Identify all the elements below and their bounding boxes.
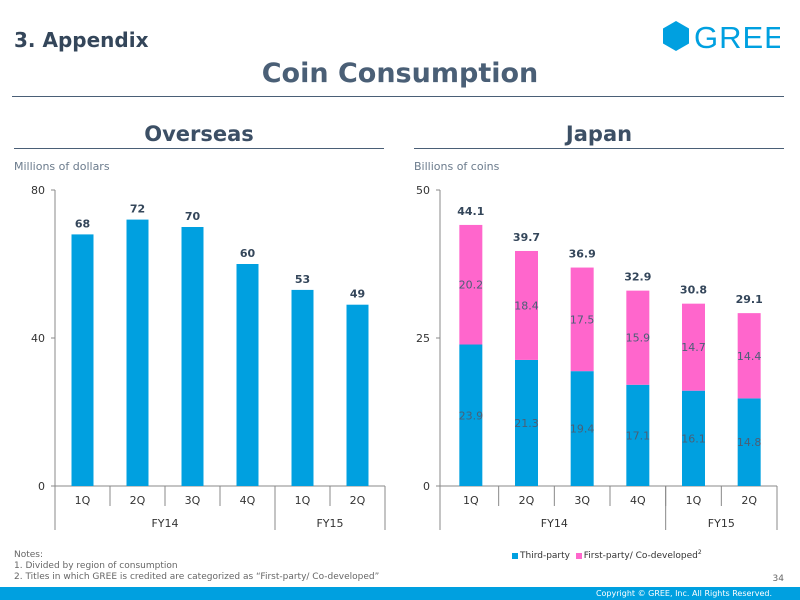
japan-bar-first-party xyxy=(737,313,761,399)
third-party-swatch xyxy=(512,552,518,559)
overseas-x-tick-label: 2Q xyxy=(130,494,146,507)
japan-bar-first-party xyxy=(682,303,705,391)
japan-third-party-label: 17.1 xyxy=(626,429,651,442)
gree-logo-icon: GREE xyxy=(663,20,785,55)
overseas-x-tick-label: 2Q xyxy=(350,494,366,507)
japan-x-tick-label: 4Q xyxy=(630,494,646,507)
notes-heading: Notes: xyxy=(14,550,44,560)
page-title: Coin Consumption xyxy=(261,58,539,89)
overseas-unit: Millions of dollars xyxy=(14,160,110,173)
japan-bar-third-party xyxy=(626,384,650,486)
japan-first-party-label: 14.4 xyxy=(737,350,762,363)
japan-total-label: 29.1 xyxy=(736,293,763,306)
first-party-swatch xyxy=(575,552,582,559)
overseas-bar xyxy=(126,219,149,486)
japan-bar-third-party xyxy=(515,359,538,486)
overseas-bar xyxy=(181,227,204,486)
overseas-bar xyxy=(346,304,369,486)
japan-total-label: 39.7 xyxy=(513,231,540,244)
overseas-bar-value-label: 49 xyxy=(350,288,365,301)
gree-logo: GREE xyxy=(660,18,785,55)
japan-y-tick-label: 25 xyxy=(416,332,430,345)
japan-unit: Billions of coins xyxy=(414,160,500,173)
japan-first-party-label: 14.7 xyxy=(681,341,706,354)
overseas-divider xyxy=(14,148,384,149)
japan-third-party-label: 21.3 xyxy=(514,417,539,430)
svg-text:GREE: GREE xyxy=(694,20,780,54)
overseas-y-tick-label: 0 xyxy=(38,480,45,493)
japan-bar-first-party xyxy=(570,267,594,372)
overseas-bar xyxy=(291,289,314,486)
japan-third-party-label: 16.1 xyxy=(681,432,706,445)
note-line-2: 2. Titles in which GREE is credited are … xyxy=(14,572,380,582)
copyright: Copyright © GREE, Inc. All Rights Reserv… xyxy=(595,589,772,598)
overseas-title: Overseas xyxy=(144,122,254,146)
japan-x-tick-label: 1Q xyxy=(686,494,702,507)
japan-group-label: FY14 xyxy=(541,517,568,530)
japan-bar-third-party xyxy=(737,398,761,486)
overseas-x-tick-label: 4Q xyxy=(240,494,256,507)
japan-total-label: 30.8 xyxy=(680,284,707,297)
japan-first-party-label: 20.2 xyxy=(459,279,484,292)
japan-bar-first-party xyxy=(626,290,650,385)
japan-third-party-label: 14.8 xyxy=(737,436,762,449)
overseas-x-tick-label: 1Q xyxy=(295,494,311,507)
legend-footnote-marker: 2 xyxy=(697,549,702,556)
japan-title: Japan xyxy=(565,122,633,146)
footer-bar: Copyright © GREE, Inc. All Rights Reserv… xyxy=(0,587,800,600)
overseas-bar-value-label: 70 xyxy=(185,210,201,223)
japan-first-party-label: 17.5 xyxy=(570,313,595,326)
overseas-x-tick-label: 3Q xyxy=(185,494,201,507)
overseas-bar-value-label: 60 xyxy=(240,247,256,260)
overseas-bar xyxy=(71,234,94,486)
overseas-y-tick-label: 80 xyxy=(31,184,45,197)
page-number: 34 xyxy=(772,574,784,584)
japan-bar-third-party xyxy=(459,344,483,486)
japan-y-tick-label: 0 xyxy=(423,480,430,493)
japan-third-party-label: 23.9 xyxy=(459,409,484,422)
overseas-bar-value-label: 72 xyxy=(130,203,145,216)
note-line-1: 1. Divided by region of consumption xyxy=(14,561,178,571)
japan-group-label: FY15 xyxy=(708,517,735,530)
japan-legend: Third-party First-party/ Co-developed2 xyxy=(512,549,702,561)
section-heading: 3. Appendix xyxy=(14,28,149,52)
japan-divider xyxy=(414,148,784,149)
overseas-group-label: FY14 xyxy=(151,517,178,530)
japan-bar-third-party xyxy=(570,371,594,486)
notes: Notes: 1. Divided by region of consumpti… xyxy=(14,550,379,583)
japan-y-tick-label: 50 xyxy=(416,184,430,197)
overseas-bar-value-label: 68 xyxy=(75,217,90,230)
japan-x-tick-label: 2Q xyxy=(741,494,757,507)
japan-bar-third-party xyxy=(682,390,705,486)
japan-x-tick-label: 1Q xyxy=(463,494,479,507)
japan-first-party-label: 18.4 xyxy=(514,299,539,312)
overseas-y-tick-label: 40 xyxy=(31,332,45,345)
overseas-bar xyxy=(236,264,259,486)
japan-x-tick-label: 3Q xyxy=(574,494,590,507)
japan-total-label: 32.9 xyxy=(624,271,651,284)
japan-bar-first-party xyxy=(459,224,483,345)
legend-third-party: Third-party xyxy=(520,551,570,561)
overseas-bar-value-label: 53 xyxy=(295,273,310,286)
legend-first-party: First-party/ Co-developed xyxy=(583,551,698,561)
japan-third-party-label: 19.4 xyxy=(570,423,595,436)
japan-total-label: 36.9 xyxy=(569,248,596,261)
japan-total-label: 44.1 xyxy=(457,205,484,218)
japan-bar-first-party xyxy=(515,250,538,360)
japan-x-tick-label: 2Q xyxy=(519,494,535,507)
japan-first-party-label: 15.9 xyxy=(626,332,651,345)
overseas-x-tick-label: 1Q xyxy=(75,494,91,507)
title-divider xyxy=(12,96,784,97)
overseas-group-label: FY15 xyxy=(316,517,343,530)
